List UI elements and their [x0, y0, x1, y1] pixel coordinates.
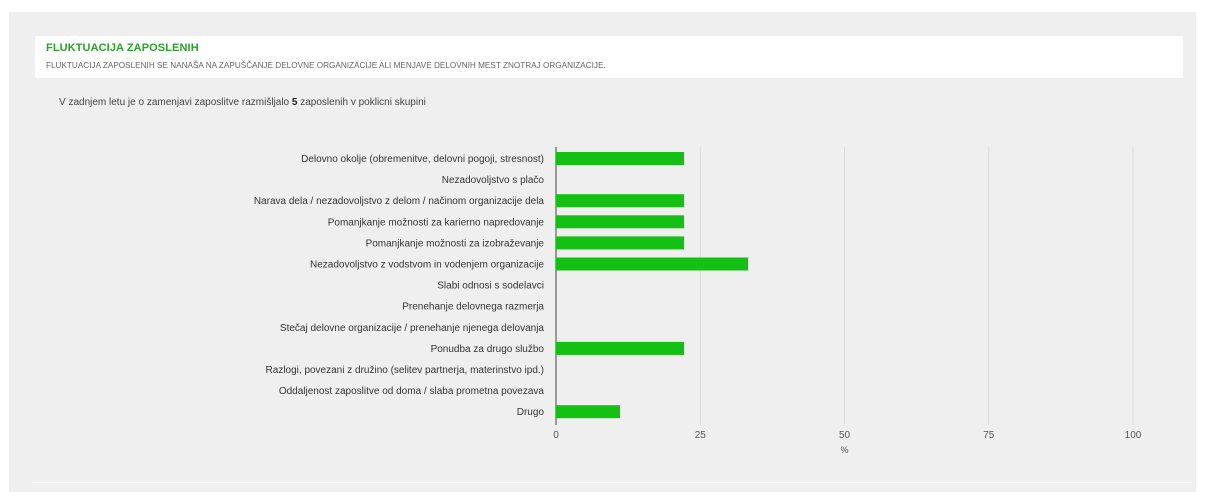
- section-title: FLUKTUACIJA ZAPOSLENIH: [46, 42, 199, 54]
- x-tick-label: 0: [553, 430, 559, 441]
- bar: [556, 215, 685, 229]
- category-label: Razlogi, povezani z družino (selitev par…: [266, 365, 544, 376]
- category-label: Slabi odnosi s sodelavci: [437, 281, 544, 292]
- bar: [556, 341, 685, 355]
- category-label: Drugo: [517, 407, 545, 418]
- summary-before: V zadnjem letu je o zamenjavi zaposlitve…: [59, 97, 292, 108]
- x-tick-label: 50: [839, 430, 851, 441]
- category-label: Oddaljenost zaposlitve od doma / slaba p…: [279, 386, 545, 397]
- bar: [556, 405, 621, 419]
- summary-text: V zadnjem letu je o zamenjavi zaposlitve…: [59, 97, 426, 108]
- x-tick-label: 100: [1125, 430, 1142, 441]
- summary-count: 5: [291, 97, 298, 108]
- x-tick-label: 75: [983, 430, 995, 441]
- x-axis-label: %: [840, 445, 848, 455]
- bar: [556, 194, 685, 208]
- category-label: Stečaj delovne organizacije / prenehanje…: [280, 323, 545, 334]
- category-label: Nezadovoljstvo z vodstvom in vodenjem or…: [310, 260, 544, 271]
- category-label: Prenehanje delovnega razmerja: [402, 302, 544, 313]
- x-tick-label: 25: [695, 430, 707, 441]
- category-label: Ponudba za drugo službo: [431, 344, 545, 355]
- summary-after: zaposlenih v poklicni skupini: [297, 97, 426, 108]
- section-subtitle: FLUKTUACIJA ZAPOSLENIH SE NANAŠA NA ZAPU…: [46, 61, 606, 70]
- bar: [556, 236, 685, 250]
- section-header: FLUKTUACIJA ZAPOSLENIH FLUKTUACIJA ZAPOS…: [35, 36, 1183, 78]
- category-label: Pomanjkanje možnosti za izobraževanje: [366, 238, 545, 249]
- bar: [556, 152, 685, 165]
- divider: [32, 482, 1192, 483]
- category-label: Delovno okolje (obremenitve, delovni pog…: [301, 154, 544, 165]
- category-label: Nezadovoljstvo s plačo: [442, 175, 545, 186]
- bar: [556, 257, 749, 271]
- category-label: Narava dela / nezadovoljstvo z delom / n…: [254, 196, 545, 207]
- category-label: Pomanjkanje možnosti za karierno napredo…: [328, 217, 545, 228]
